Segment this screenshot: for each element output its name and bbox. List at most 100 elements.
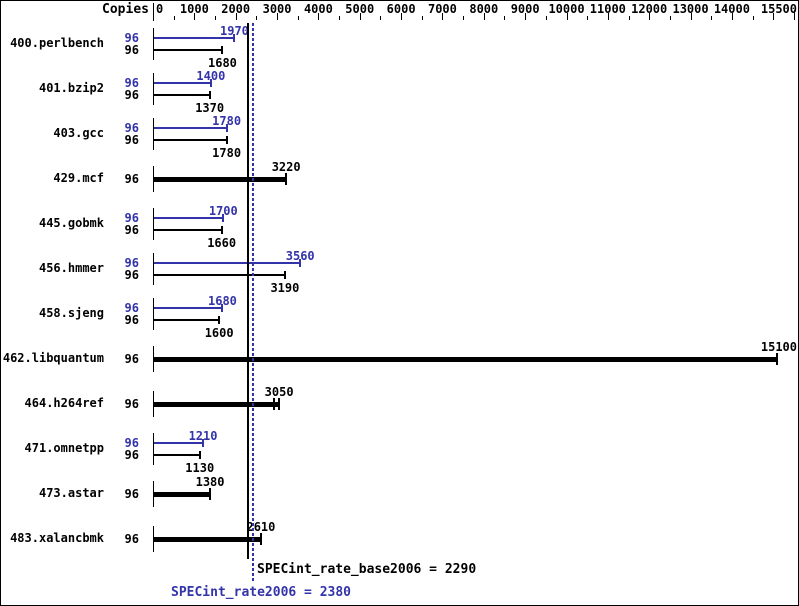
- bar-value-label: 1680: [208, 294, 237, 308]
- copies-value: 96: [124, 43, 139, 57]
- axis-tick-label: 0: [156, 2, 164, 16]
- bar-end-tick: [198, 451, 201, 459]
- group-baseline: [153, 28, 154, 60]
- benchmark-label: 473.astar: [38, 486, 104, 500]
- axis-major-tick: [194, 13, 195, 20]
- copies-value: 96: [124, 313, 139, 327]
- benchmark-label: 471.omnetpp: [24, 441, 104, 455]
- bar-base: [154, 49, 223, 51]
- axis-major-tick: [318, 13, 319, 20]
- axis-tick-label: 14000: [713, 2, 750, 16]
- bar-peak: [154, 127, 227, 129]
- axis-tick-label: 15500: [760, 2, 797, 16]
- bar-peak: [154, 307, 223, 309]
- bar-end-tick: [202, 439, 205, 447]
- bar-end-tick: [225, 136, 228, 144]
- bar-value-label: 1600: [204, 326, 234, 340]
- bar-end-tick: [285, 173, 288, 185]
- axis-tick-label: 4000: [303, 2, 333, 16]
- axis-minor-tick: [174, 16, 175, 20]
- axis-major-tick: [773, 13, 774, 20]
- bar-end-tick: [221, 46, 224, 54]
- bar-base: [154, 454, 200, 456]
- bar-end-tick: [209, 79, 212, 87]
- axis-minor-tick: [670, 16, 671, 20]
- bar-peak: [154, 217, 224, 219]
- group-baseline: [153, 208, 154, 240]
- bar-single: [154, 177, 287, 182]
- bar-value-label: 1400: [196, 69, 226, 83]
- benchmark-label: 400.perlbench: [10, 36, 104, 50]
- bar-end-tick: [225, 124, 228, 132]
- bar-end-tick: [259, 533, 262, 545]
- bar-peak: [154, 442, 204, 444]
- peak-mean-annotation: SPECint_rate2006 = 2380: [171, 585, 352, 600]
- bar-base: [154, 94, 210, 96]
- axis-major-tick: [732, 13, 733, 20]
- group-baseline: [153, 391, 154, 417]
- benchmark-label: 456.hmmer: [38, 261, 104, 275]
- axis-major-tick: [608, 13, 609, 20]
- group-baseline: [153, 118, 154, 150]
- bar-value-label: 1700: [208, 204, 238, 218]
- axis-tick-label: 3000: [262, 2, 292, 16]
- base-mean-annotation: SPECint_rate_base2006 = 2290: [257, 562, 477, 577]
- axis-minor-tick: [546, 16, 547, 20]
- copies-value: 96: [124, 352, 139, 366]
- copies-value: 96: [124, 436, 139, 450]
- copies-value: 96: [124, 31, 139, 45]
- axis-minor-tick: [463, 16, 464, 20]
- axis-tick-label: 8000: [469, 2, 499, 16]
- benchmark-label: 483.xalancbmk: [10, 531, 104, 545]
- group-baseline: [153, 526, 154, 552]
- bar-single: [154, 402, 280, 407]
- axis-minor-tick: [504, 16, 505, 20]
- axis-tick-label: 9000: [510, 2, 540, 16]
- bar-peak: [154, 262, 301, 264]
- bar-end-tick: [222, 214, 225, 222]
- axis-major-tick: [401, 13, 402, 20]
- benchmark-label: 458.sjeng: [38, 306, 104, 320]
- bar-end-tick: [283, 271, 286, 279]
- bar-value-label: 3560: [285, 249, 315, 263]
- bar-end-tick: [220, 226, 223, 234]
- bar-value-label: 3050: [264, 385, 294, 399]
- axis-tick-label: 7000: [427, 2, 457, 16]
- bar-value-label: 1380: [195, 475, 225, 489]
- bar-end-tick: [299, 259, 302, 267]
- copies-value: 96: [124, 532, 139, 546]
- bar-value-label: 1370: [195, 101, 225, 115]
- copies-value: 96: [124, 172, 139, 186]
- group-baseline: [153, 298, 154, 330]
- copies-value: 96: [124, 223, 139, 237]
- bar-value-label: 1660: [207, 236, 237, 250]
- copies-value: 96: [124, 268, 139, 282]
- axis-minor-tick: [339, 16, 340, 20]
- bar-value-label: 3190: [270, 281, 300, 295]
- benchmark-label: 464.h264ref: [24, 396, 104, 410]
- axis-minor-tick: [629, 16, 630, 20]
- group-baseline: [153, 73, 154, 105]
- copies-value: 96: [124, 448, 139, 462]
- axis-major-tick: [484, 13, 485, 20]
- bar-end-tick: [221, 304, 224, 312]
- bar-value-label: 1780: [212, 146, 242, 160]
- bar-end-tick: [218, 316, 221, 324]
- axis-minor-tick: [753, 16, 754, 20]
- axis-major-tick: [360, 13, 361, 20]
- copies-column-header: Copies: [102, 2, 149, 17]
- bar-value-label: 2610: [246, 520, 276, 534]
- bar-value-label: 1210: [188, 429, 218, 443]
- bar-value-label: 1970: [220, 24, 249, 38]
- copies-value: 96: [124, 301, 139, 315]
- benchmark-label: 462.libquantum: [2, 351, 104, 365]
- bar-peak: [154, 37, 235, 39]
- bar-value-label: 1680: [208, 56, 237, 70]
- axis-major-tick: [567, 13, 568, 20]
- axis-minor-tick: [215, 16, 216, 20]
- group-baseline: [153, 253, 154, 285]
- bar-value-label: 15100: [760, 340, 797, 354]
- copies-value: 96: [124, 88, 139, 102]
- bar-peak-end-tick: [273, 398, 276, 410]
